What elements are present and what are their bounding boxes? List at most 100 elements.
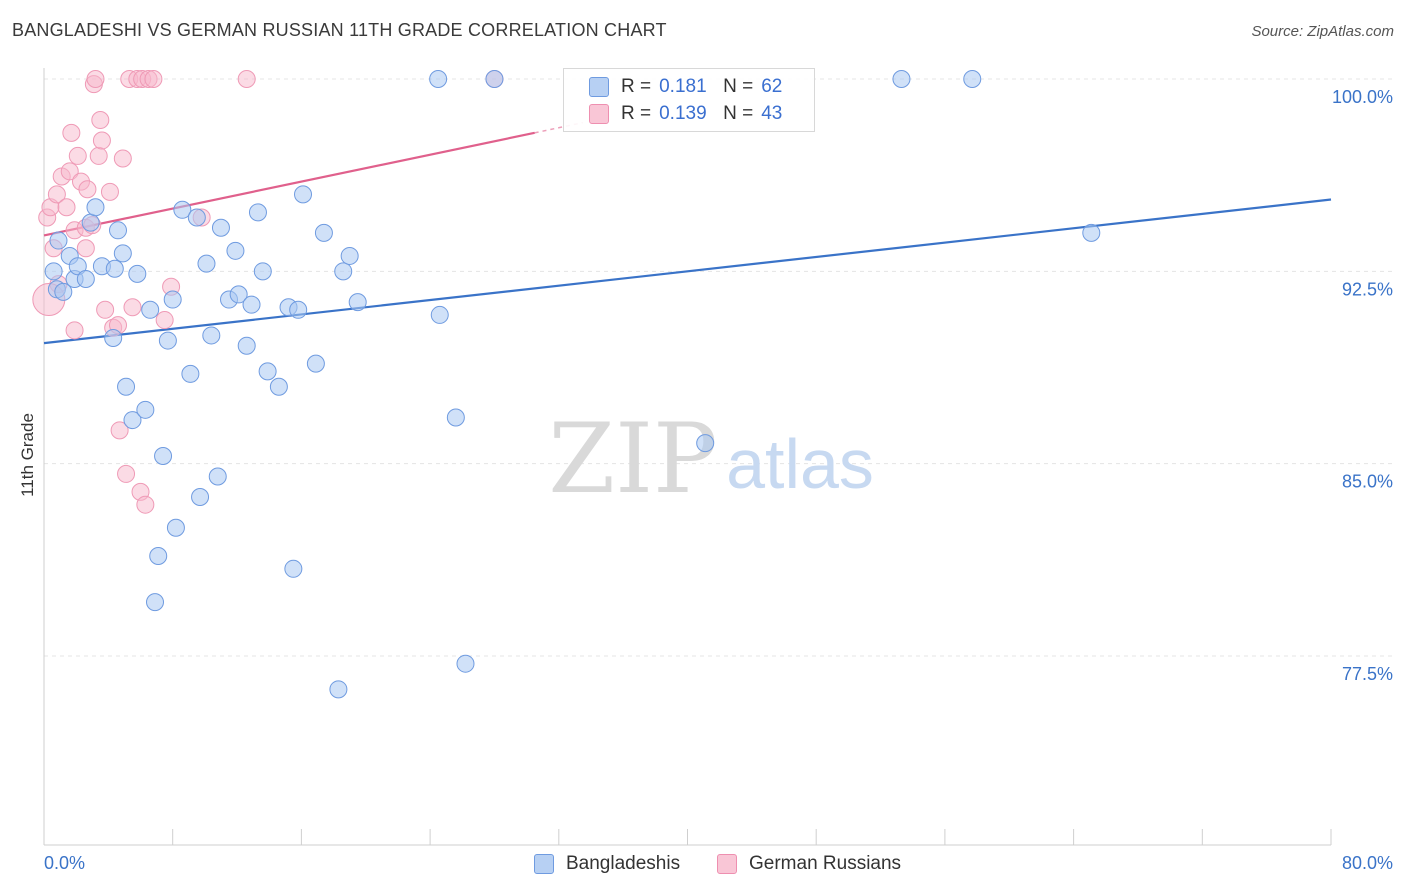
trend-lines <box>43 121 1332 345</box>
bangladeshis-point <box>181 364 200 383</box>
bangladeshis-point <box>49 231 68 250</box>
source-label: Source: ZipAtlas.com <box>1251 23 1394 40</box>
bangladeshis-points <box>44 70 1101 699</box>
bangladeshis-point <box>128 264 147 283</box>
legend-swatch-pink <box>589 104 609 124</box>
legend-r-value: 0.139 <box>659 103 707 124</box>
x-tick-label-min: 0.0% <box>44 853 85 873</box>
bangladeshis-point <box>269 377 288 396</box>
bangladeshis-point <box>208 467 227 486</box>
bangladeshis-point <box>158 331 177 350</box>
tick-labels: 77.5% 85.0% 92.5% 100.0% 0.0% 80.0% <box>44 87 1393 873</box>
german-russians-point <box>91 111 110 130</box>
bangladeshis-point <box>191 488 210 507</box>
bangladeshis-point <box>76 270 95 289</box>
watermark-zip: ZIP <box>548 403 717 515</box>
legend-row-german-russians: R = 0.139 N = 43 <box>589 102 782 126</box>
bangladeshis-point <box>963 70 982 88</box>
bangladeshis-point <box>105 259 124 278</box>
german-russians-point <box>60 162 79 181</box>
stats-legend: R = 0.181 N = 62 R = 0.139 N = 43 <box>563 68 815 132</box>
bangladeshis-point <box>117 377 136 396</box>
y-tick-label: 100.0% <box>1332 87 1393 107</box>
bangladeshis-point <box>123 411 142 430</box>
german-russians-point <box>68 146 87 165</box>
bangladeshis-point <box>1082 223 1101 242</box>
y-tick-label: 92.5% <box>1342 279 1393 299</box>
grid-lines <box>44 78 1395 657</box>
german-russians-point <box>89 146 108 165</box>
bangladeshis-point <box>146 593 165 612</box>
bangladeshis-point <box>696 434 715 453</box>
watermark-atlas: atlas <box>726 425 874 503</box>
bangladeshis-point <box>253 262 272 281</box>
bangladeshis-point <box>284 559 303 578</box>
german-russians-point <box>76 239 95 258</box>
legend-row-bangladeshis: R = 0.181 N = 62 <box>589 75 782 99</box>
chart-title: BANGLADESHI VS GERMAN RUSSIAN 11TH GRADE… <box>12 20 667 40</box>
bangladeshis-point <box>154 446 173 465</box>
watermark: ZIP atlas <box>548 403 874 515</box>
german-russians-point <box>57 198 76 217</box>
bangladeshis-point <box>446 408 465 427</box>
german-russians-point <box>78 180 97 199</box>
legend-r-label: R = <box>621 76 652 97</box>
legend-r-value: 0.181 <box>659 76 707 97</box>
german-russians-trend-line <box>43 131 535 237</box>
y-tick-label: 85.0% <box>1342 472 1393 492</box>
bottom-legend-german-russians: German Russians <box>717 852 901 876</box>
bangladeshis-point <box>248 203 267 222</box>
german-russians-point <box>113 149 132 168</box>
bangladeshis-point <box>314 223 333 242</box>
axes <box>43 68 1332 846</box>
bangladeshis-point <box>113 244 132 263</box>
bangladeshis-point <box>86 198 105 217</box>
german-russians-point <box>136 495 155 514</box>
bangladeshis-point <box>340 246 359 265</box>
bangladeshis-point <box>54 282 73 301</box>
bangladeshis-point <box>173 200 192 219</box>
bangladeshis-point <box>149 546 168 565</box>
bangladeshis-point <box>348 293 367 312</box>
bangladeshis-trend-line <box>43 198 1332 345</box>
bangladeshis-point <box>334 262 353 281</box>
bangladeshis-point <box>109 221 128 240</box>
bangladeshis-point <box>202 326 221 345</box>
bottom-legend-label: German Russians <box>749 853 902 874</box>
bottom-legend-swatch-pink <box>717 854 737 874</box>
german-russians-point <box>237 70 256 88</box>
bangladeshis-point <box>329 680 348 699</box>
legend-n-label: N = <box>723 103 754 124</box>
german-russians-point <box>92 131 111 150</box>
bangladeshis-point <box>258 362 277 381</box>
bangladeshis-point <box>306 354 325 373</box>
german-russians-point <box>144 70 163 88</box>
bangladeshis-point <box>229 285 248 304</box>
bangladeshis-point <box>136 400 155 419</box>
bangladeshis-point <box>166 518 185 537</box>
bangladeshis-point <box>44 262 63 281</box>
bangladeshis-point <box>141 300 160 319</box>
legend-swatch-blue <box>589 77 609 97</box>
y-tick-label: 77.5% <box>1342 664 1393 684</box>
german-russians-point <box>47 185 66 204</box>
bangladeshis-point <box>242 295 261 314</box>
bangladeshis-point <box>289 300 308 319</box>
bangladeshis-point <box>187 208 206 227</box>
german-russians-point <box>65 321 84 340</box>
bangladeshis-point <box>429 70 448 88</box>
y-axis-label: 11th Grade <box>18 413 37 497</box>
bangladeshis-point <box>456 654 475 673</box>
bangladeshis-point <box>892 70 911 88</box>
german-russians-point <box>86 70 105 88</box>
bangladeshis-point <box>294 185 313 204</box>
bangladeshis-point <box>197 254 216 273</box>
bangladeshis-point <box>68 257 87 276</box>
german-russians-point <box>100 182 119 201</box>
legend-n-value: 43 <box>761 103 783 124</box>
bottom-legend-label: Bangladeshis <box>566 853 681 874</box>
german-russians-point <box>117 464 136 483</box>
bangladeshis-point <box>430 305 449 324</box>
legend-n-value: 62 <box>761 76 783 97</box>
